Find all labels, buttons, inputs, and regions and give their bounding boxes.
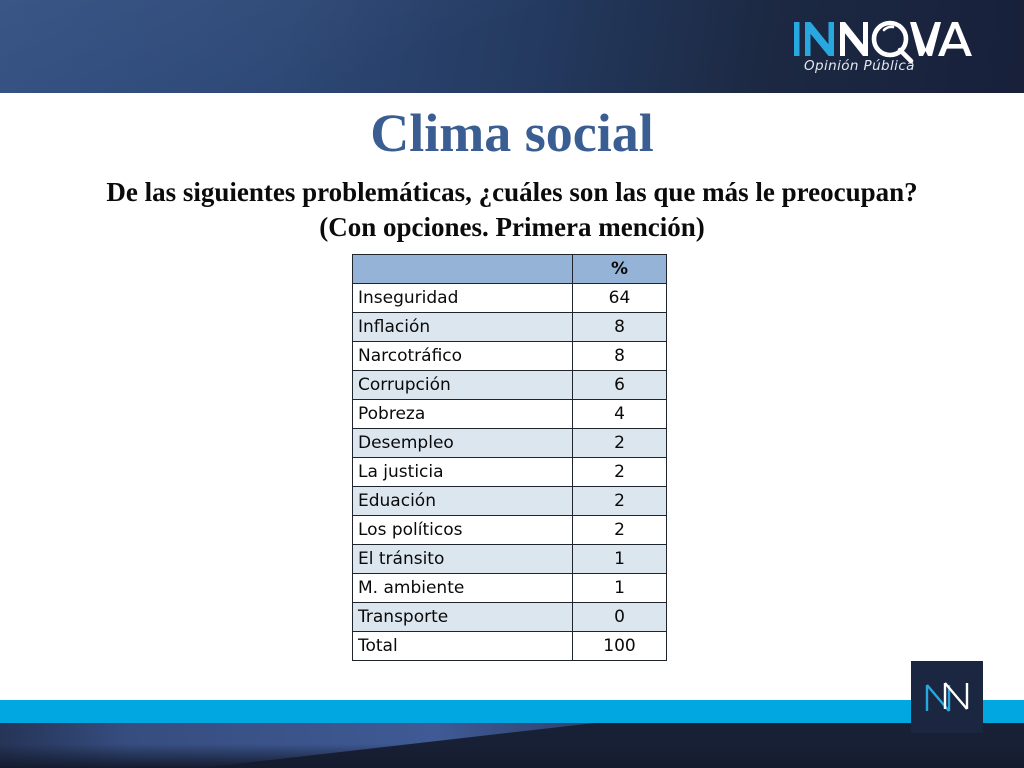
table-cell-label: M. ambiente: [352, 573, 573, 603]
innova-logo-tagline: Opinión Pública: [804, 58, 915, 74]
table-row: Inseguridad 64: [352, 283, 667, 313]
column-header-label: [352, 254, 573, 284]
table-cell-value: 8: [572, 341, 667, 371]
table-cell-value: 2: [572, 515, 667, 545]
nn-monogram-logo: [911, 661, 983, 733]
table-cell-label: Inflación: [352, 312, 573, 342]
table-row: Corrupción 6: [352, 370, 667, 400]
table-cell-label: Corrupción: [352, 370, 573, 400]
table-row: Inflación 8: [352, 312, 667, 342]
table-cell-label: Transporte: [352, 602, 573, 632]
table-body: Inseguridad 64 Inflación 8 Narcotráfico 8 Corr…: [352, 283, 667, 661]
table-row: La justicia 2: [352, 457, 667, 487]
table-cell-label: Pobreza: [352, 399, 573, 429]
table-cell-value: 100: [572, 631, 667, 661]
table-cell-label: La justicia: [352, 457, 573, 487]
column-header-percent: %: [572, 254, 667, 284]
innova-logo-mark: [794, 20, 972, 64]
page-subtitle-line-1: De las siguientes problemáticas, ¿cuáles…: [106, 177, 918, 207]
table-cell-value: 64: [572, 283, 667, 313]
page-subtitle: De las siguientes problemáticas, ¿cuáles…: [0, 175, 1024, 244]
table-cell-value: 2: [572, 486, 667, 516]
table-cell-label: Eduación: [352, 486, 573, 516]
table-header-row: %: [352, 254, 667, 284]
results-table: % Inseguridad 64 Inflación 8 Narcotráfico 8 Co…: [352, 254, 667, 661]
table-cell-label: Narcotráfico: [352, 341, 573, 371]
footer-navy-band: [0, 722, 1024, 768]
table-row: Transporte 0: [352, 602, 667, 632]
page-title: Clima social: [370, 103, 654, 163]
table-cell-value: 0: [572, 602, 667, 632]
table-header: %: [352, 254, 667, 284]
table-row: Total 100: [352, 631, 667, 661]
table-cell-value: 1: [572, 573, 667, 603]
innova-logo: Opinión Pública: [792, 18, 982, 80]
page-subtitle-line-2: (Con opciones. Primera mención): [319, 211, 705, 242]
table-cell-value: 2: [572, 428, 667, 458]
top-header-bar: Opinión Pública: [0, 0, 1024, 93]
table-row: El tránsito 1: [352, 544, 667, 574]
table-row: Eduación 2: [352, 486, 667, 516]
table-row: Los políticos 2: [352, 515, 667, 545]
footer-cyan-band: [0, 700, 1024, 723]
nn-monogram-mark: [925, 682, 969, 712]
table-row: Narcotráfico 8: [352, 341, 667, 371]
table-cell-value: 4: [572, 399, 667, 429]
table-row: Pobreza 4: [352, 399, 667, 429]
table-row: Desempleo 2: [352, 428, 667, 458]
table-cell-label: Total: [352, 631, 573, 661]
table-cell-value: 2: [572, 457, 667, 487]
table-cell-label: Desempleo: [352, 428, 573, 458]
table-cell-value: 8: [572, 312, 667, 342]
table-cell-label: El tránsito: [352, 544, 573, 574]
table-cell-label: Inseguridad: [352, 283, 573, 313]
table-cell-value: 6: [572, 370, 667, 400]
table-row: M. ambiente 1: [352, 573, 667, 603]
table-cell-label: Los políticos: [352, 515, 573, 545]
table-cell-value: 1: [572, 544, 667, 574]
results-table-container: % Inseguridad 64 Inflación 8 Narcotráfico 8 Co…: [352, 254, 667, 661]
